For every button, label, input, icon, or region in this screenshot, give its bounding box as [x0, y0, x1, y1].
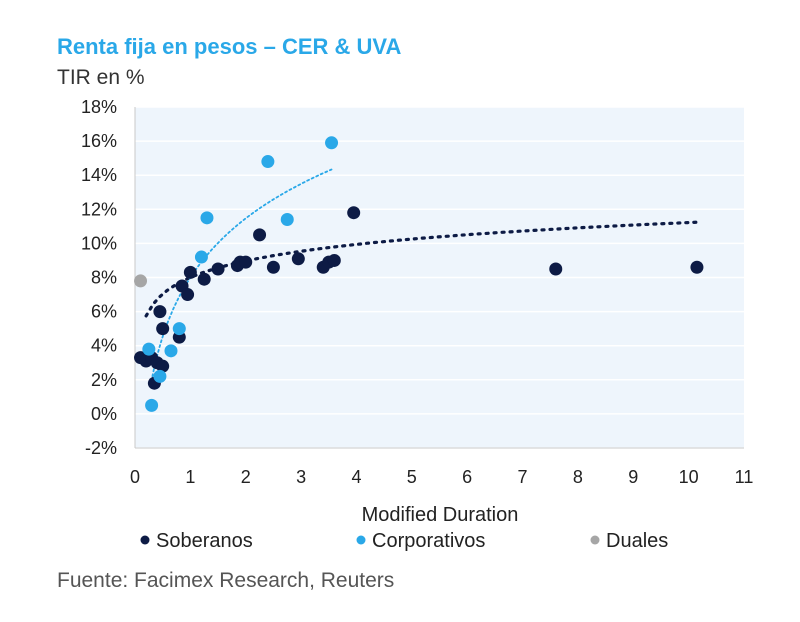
y-tick-label: 12%	[81, 199, 117, 219]
soberanos-point	[347, 206, 361, 220]
corporativos-point	[142, 342, 156, 356]
y-axis-title: TIR en %	[57, 66, 145, 89]
soberanos-point	[211, 262, 225, 276]
soberanos-point	[153, 305, 167, 319]
x-tick-label: 4	[351, 467, 361, 487]
x-tick-label: 1	[185, 467, 195, 487]
corporativos-point	[145, 398, 159, 412]
y-tick-label: 16%	[81, 131, 117, 151]
y-tick-label: 18%	[81, 97, 117, 117]
x-tick-label: 9	[628, 467, 638, 487]
soberanos-point	[291, 252, 305, 266]
corporativos-point	[164, 344, 178, 358]
x-tick-label: 2	[241, 467, 251, 487]
soberanos-point	[239, 255, 253, 269]
corporativos-point	[194, 250, 208, 264]
x-tick-label: 3	[296, 467, 306, 487]
corporativos-point	[200, 211, 214, 225]
y-tick-label: 8%	[91, 268, 117, 288]
soberanos-legend-label: Soberanos	[156, 530, 253, 552]
y-tick-label: 0%	[91, 404, 117, 424]
corporativos-legend-marker	[356, 535, 366, 545]
y-tick-label: 6%	[91, 302, 117, 322]
duales-legend-label: Duales	[606, 530, 668, 552]
soberanos-point	[197, 272, 211, 286]
y-tick-label: -2%	[85, 438, 117, 458]
soberanos-point	[266, 260, 280, 274]
soberanos-point	[156, 322, 170, 336]
soberanos-point	[156, 359, 170, 373]
soberanos-trendline	[144, 220, 702, 318]
x-tick-label: 7	[518, 467, 528, 487]
corporativos-point	[280, 213, 294, 227]
x-tick-label: 8	[573, 467, 583, 487]
y-tick-label: 14%	[81, 165, 117, 185]
soberanos-point	[549, 262, 563, 276]
x-tick-label: 11	[735, 467, 754, 487]
y-tick-label: 10%	[81, 233, 117, 253]
soberanos-point	[690, 260, 704, 274]
corporativos-point	[172, 322, 186, 336]
source-note: Fuente: Facimex Research, Reuters	[57, 569, 395, 592]
chart-title: Renta fija en pesos – CER & UVA	[57, 34, 402, 59]
soberanos-point	[181, 288, 195, 302]
soberanos-point	[253, 228, 267, 242]
x-tick-label: 0	[130, 467, 140, 487]
soberanos-legend-marker	[140, 535, 150, 545]
soberanos-point	[183, 265, 197, 279]
x-tick-label: 5	[407, 467, 417, 487]
y-tick-label: 4%	[91, 336, 117, 356]
soberanos-point	[327, 253, 341, 267]
corporativos-point	[261, 155, 275, 169]
x-tick-label: 10	[679, 467, 699, 487]
corporativos-point	[325, 136, 339, 150]
x-tick-label: 6	[462, 467, 472, 487]
corporativos-legend-label: Corporativos	[372, 530, 485, 552]
x-axis-title: Modified Duration	[362, 504, 519, 526]
duales-point	[134, 274, 148, 288]
corporativos-trendline	[149, 168, 333, 387]
corporativos-point	[153, 369, 167, 383]
duales-legend-marker	[590, 535, 600, 545]
y-tick-label: 2%	[91, 370, 117, 390]
